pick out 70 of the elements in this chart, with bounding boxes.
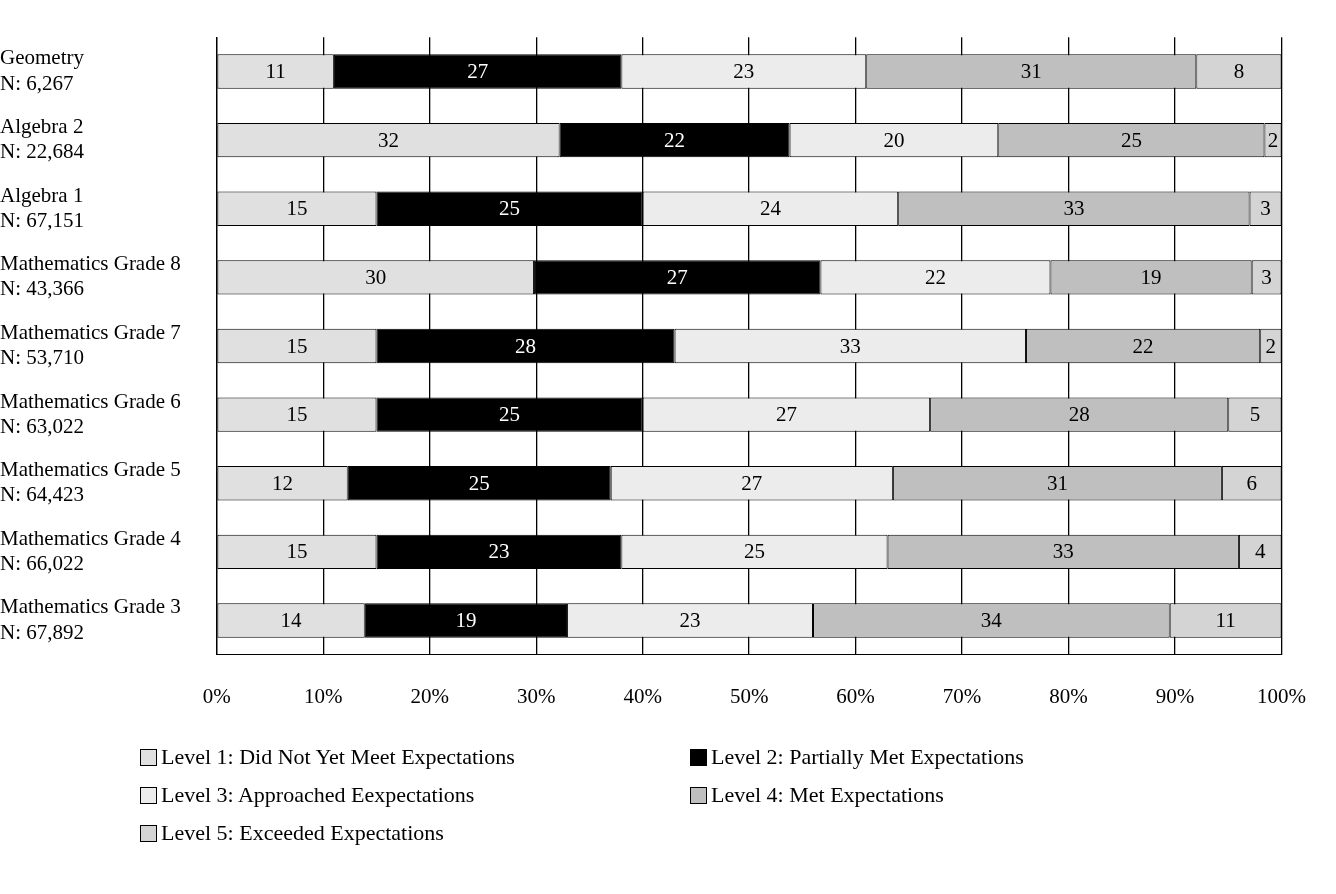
data-label: 15: [286, 402, 308, 427]
x-tick-label: 10%: [303, 683, 343, 708]
legend-label: Level 3: Approached Eexpectations: [161, 782, 475, 808]
x-tick-label: 90%: [1155, 683, 1195, 708]
data-label: 20: [883, 127, 905, 152]
data-label: 19: [1140, 264, 1162, 289]
data-label: 25: [468, 470, 490, 495]
x-tick-label: 0%: [202, 683, 231, 708]
y-tick-label: Algebra 2 N: 22,684: [0, 114, 85, 164]
data-label: 15: [286, 333, 308, 358]
data-label: 27: [775, 402, 797, 427]
data-label: 28: [1068, 402, 1090, 427]
data-label: 27: [741, 470, 763, 495]
data-label: 33: [1063, 196, 1085, 221]
data-label: 22: [664, 127, 686, 152]
y-tick-label: Mathematics Grade 4 N: 66,022: [0, 525, 182, 575]
data-label: 2: [1267, 127, 1279, 152]
x-tick-label: 30%: [516, 683, 556, 708]
data-label: 25: [499, 196, 521, 221]
data-label: 23: [679, 608, 701, 632]
x-tick-label: 80%: [1049, 683, 1088, 708]
y-tick-label: Mathematics Grade 5 N: 64,423: [0, 457, 181, 507]
data-label: 25: [1120, 127, 1142, 152]
x-tick-label: 20%: [410, 683, 449, 708]
legend-label: Level 2: Partially Met Expectations: [711, 744, 1024, 770]
data-label: 23: [733, 59, 755, 84]
data-label: 33: [839, 333, 861, 358]
data-label: 3: [1260, 196, 1271, 221]
data-label: 14: [280, 608, 303, 632]
x-tick-label: 100%: [1257, 683, 1306, 708]
data-label: 31: [1046, 470, 1068, 495]
data-label: 5: [1249, 402, 1261, 427]
y-tick-label: Algebra 1 N: 67,151: [0, 182, 84, 232]
data-label: 22: [1132, 333, 1154, 358]
data-label: 23: [488, 539, 510, 564]
data-label: 4: [1254, 539, 1266, 564]
data-label: 11: [1215, 608, 1236, 632]
y-tick-label: Geometry N: 6,267: [0, 45, 85, 95]
x-tick-label: 60%: [836, 683, 875, 708]
data-label: 8: [1233, 59, 1245, 84]
data-label: 27: [666, 264, 688, 289]
data-label: 25: [743, 539, 765, 564]
data-label: 25: [499, 402, 521, 427]
legend-label: Level 5: Exceeded Expectations: [161, 820, 444, 846]
data-label: 34: [980, 608, 1003, 632]
y-tick-label: Mathematics Grade 6 N: 63,022: [0, 388, 181, 438]
data-label: 28: [515, 333, 537, 358]
data-label: 12: [272, 470, 294, 495]
data-label: 3: [1261, 264, 1272, 289]
data-label: 27: [467, 59, 489, 84]
data-label: 22: [924, 264, 946, 289]
x-tick-label: 40%: [623, 683, 662, 708]
y-tick-label: Mathematics Grade 7 N: 53,710: [0, 319, 181, 370]
x-tick-label: 50%: [729, 683, 769, 708]
data-label: 19: [455, 608, 477, 632]
y-tick-label: Mathematics Grade 8 N: 43,366: [0, 251, 181, 301]
data-label: 15: [286, 539, 308, 564]
data-label: 32: [378, 127, 400, 152]
data-label: 11: [265, 59, 286, 84]
y-tick-label: Mathematics Grade 3 N: 67,892: [0, 594, 181, 644]
data-label: 33: [1052, 539, 1074, 564]
data-label: 30: [365, 264, 387, 289]
data-label: 15: [286, 196, 308, 221]
legend-label: Level 4: Met Expectations: [711, 782, 944, 808]
data-label: 31: [1020, 59, 1042, 84]
data-label: 24: [759, 196, 782, 221]
x-tick-label: 70%: [942, 683, 982, 708]
data-label: 2: [1265, 333, 1277, 358]
legend-label: Level 1: Did Not Yet Meet Expectations: [161, 744, 515, 770]
data-label: 6: [1246, 470, 1257, 495]
